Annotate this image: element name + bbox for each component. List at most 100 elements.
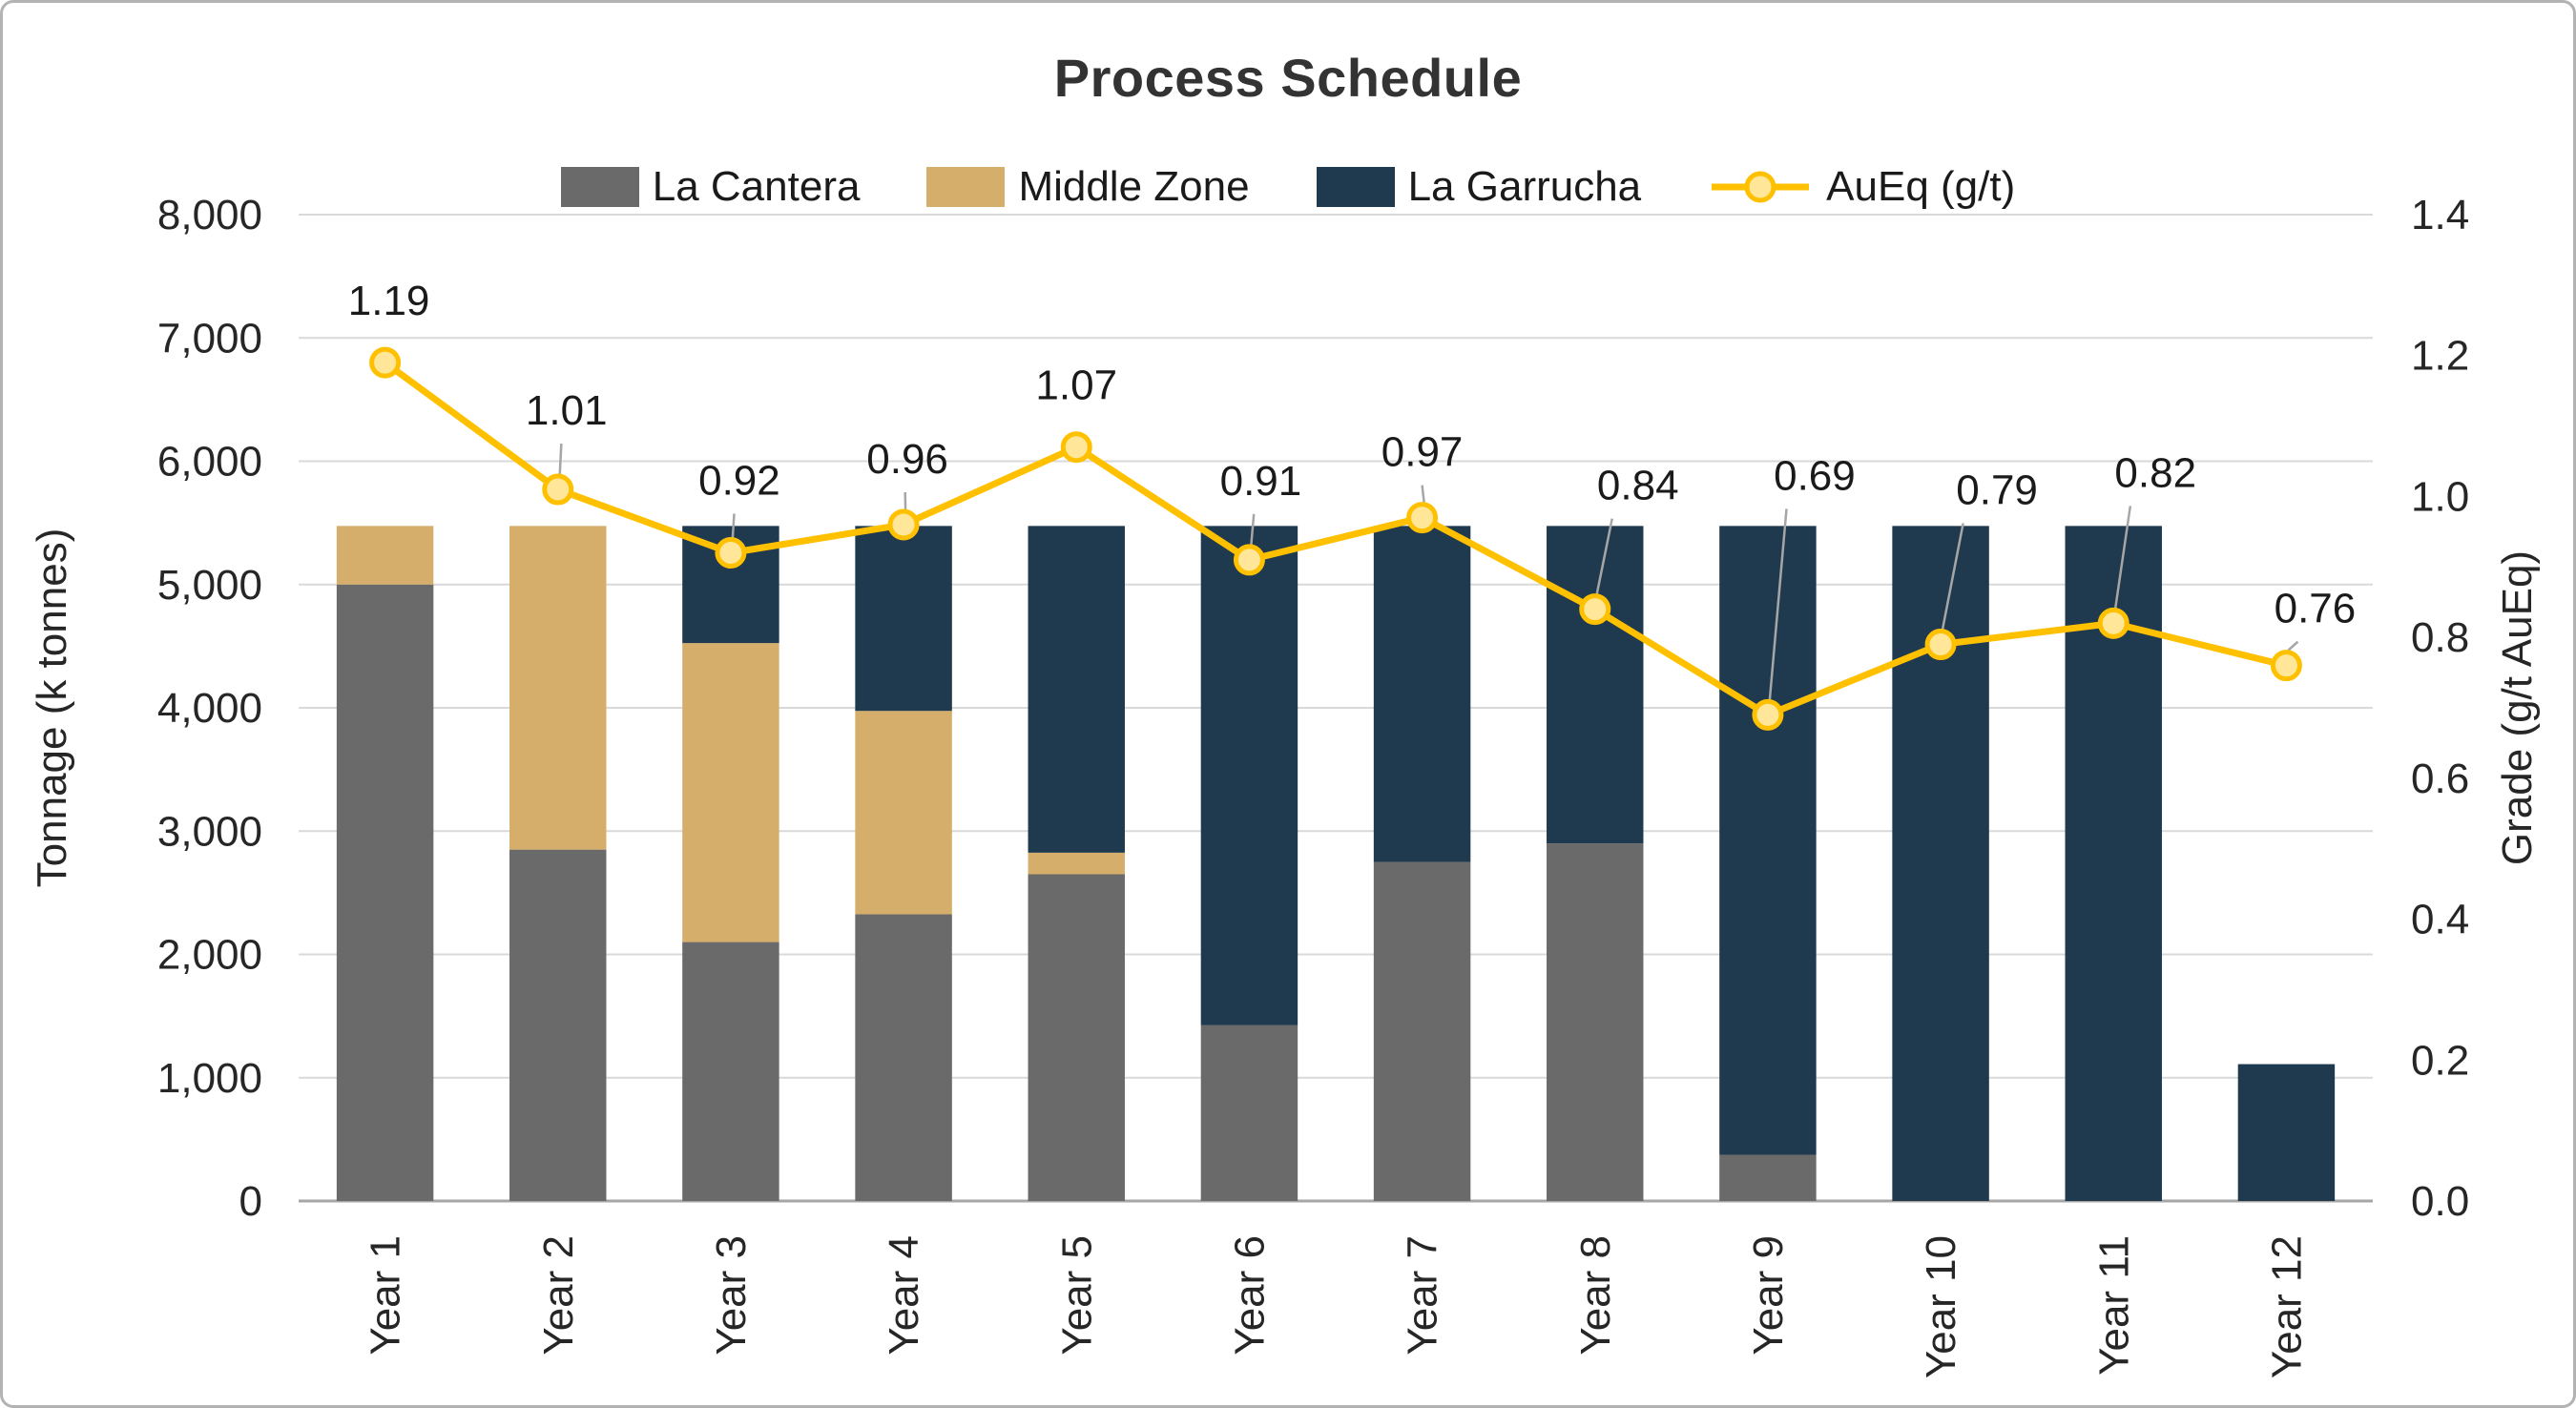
left-axis-tick-label: 7,000 — [157, 315, 262, 362]
bar-segment-la-cantera — [1373, 861, 1471, 1201]
bar-segment-middle-zone — [682, 643, 779, 942]
legend-swatch-middle-zone-icon — [926, 167, 1006, 207]
bar-segment-la-cantera — [336, 584, 434, 1201]
aueq-data-label: 0.92 — [698, 458, 780, 505]
aueq-marker — [542, 473, 574, 506]
bar-segment-middle-zone — [855, 711, 952, 915]
legend-swatch-la-cantera-icon — [560, 167, 639, 207]
aueq-marker — [2097, 607, 2129, 639]
x-axis-category-label: Year 6 — [1226, 1235, 1273, 1356]
aueq-marker — [1060, 431, 1092, 464]
bar-segment-la-cantera — [1719, 1154, 1817, 1201]
bar-segment-la-cantera — [509, 849, 607, 1201]
aueq-marker — [1752, 698, 1784, 731]
legend-item-la-cantera: La Cantera — [560, 163, 861, 211]
right-axis-tick-label: 0.0 — [2411, 1178, 2469, 1225]
left-axis-title: Tonnage (k tonnes) — [29, 528, 75, 888]
bar-segment-la-garrucha — [1892, 526, 1989, 1201]
aueq-line — [382, 359, 2290, 718]
x-axis-category-label: Year 3 — [708, 1235, 755, 1356]
right-axis-tick-label: 0.6 — [2411, 756, 2469, 802]
legend-item-la-garrucha: La Garrucha — [1316, 163, 1642, 211]
x-axis-category-label: Year 7 — [1400, 1235, 1446, 1356]
aueq-data-label: 1.01 — [526, 387, 608, 434]
aueq-data-label: 0.69 — [1774, 452, 1856, 499]
aueq-marker — [1406, 502, 1439, 534]
bar-segment-la-garrucha — [1547, 526, 1644, 844]
data-label-leader-line — [731, 513, 736, 538]
right-axis-tick-label: 0.2 — [2411, 1037, 2469, 1084]
bar-segment-la-garrucha — [2237, 1064, 2336, 1201]
legend-label-la-cantera: La Cantera — [652, 163, 861, 210]
aueq-data-label: 1.19 — [348, 278, 430, 324]
legend-label-aueq: AuEq (g/t) — [1826, 163, 2016, 210]
x-axis-category-label: Year 8 — [1572, 1235, 1619, 1356]
x-axis-category-label: Year 12 — [2263, 1235, 2310, 1378]
right-axis-tick-label: 1.4 — [2411, 192, 2469, 238]
aueq-data-label: 0.96 — [866, 436, 948, 483]
aueq-marker — [715, 537, 747, 569]
aueq-data-label: 0.97 — [1381, 429, 1464, 476]
aueq-data-label: 1.07 — [1035, 362, 1117, 409]
bar-segment-la-garrucha — [855, 526, 952, 712]
bar-segment-middle-zone — [509, 526, 607, 850]
bar-segment-la-garrucha — [1028, 526, 1125, 853]
left-axis-tick-label: 6,000 — [157, 439, 262, 486]
left-axis-tick-label: 1,000 — [157, 1055, 262, 1102]
data-label-leader-line — [2287, 640, 2299, 652]
aueq-line-marker-icon — [1712, 171, 1810, 203]
chart-title: Process Schedule — [1053, 48, 1523, 108]
left-axis-tick-label: 0 — [239, 1178, 262, 1225]
bar-segment-la-cantera — [855, 914, 952, 1201]
bar-segment-la-garrucha — [1200, 526, 1298, 1025]
left-axis-tick-label: 3,000 — [157, 808, 262, 855]
legend-label-middle-zone: Middle Zone — [1018, 163, 1250, 210]
x-axis-category-label: Year 5 — [1053, 1235, 1100, 1356]
legend-swatch-la-garrucha-icon — [1316, 167, 1395, 207]
aueq-marker — [369, 346, 402, 379]
left-axis-tick-label: 2,000 — [157, 932, 262, 979]
legend-label-la-garrucha: La Garrucha — [1407, 163, 1642, 210]
bar-segment-la-garrucha — [1719, 526, 1817, 1155]
x-axis-category-label: Year 11 — [2090, 1235, 2137, 1376]
data-label-leader-line — [1595, 518, 1613, 594]
bar-segment-la-cantera — [682, 942, 779, 1201]
x-axis-category-label: Year 4 — [881, 1235, 927, 1356]
aueq-data-label: 0.91 — [1220, 458, 1302, 505]
bar-segment-la-cantera — [1547, 843, 1644, 1201]
aueq-data-label: 0.84 — [1597, 463, 1679, 509]
aueq-marker — [2270, 650, 2302, 682]
bar-segment-la-garrucha — [1373, 526, 1471, 862]
data-label-leader-line — [1941, 523, 1964, 630]
data-label-leader-line — [1421, 485, 1425, 503]
x-axis-category-label: Year 1 — [363, 1235, 409, 1356]
right-axis-tick-label: 0.8 — [2411, 614, 2469, 661]
aueq-marker — [1924, 629, 1957, 661]
data-label-leader-line — [2114, 506, 2132, 609]
bar-segment-middle-zone — [1028, 852, 1125, 875]
right-axis-tick-label: 0.4 — [2411, 897, 2469, 943]
aueq-marker — [1579, 593, 1611, 626]
x-axis-category-label: Year 10 — [1918, 1235, 1964, 1378]
aueq-data-label: 0.79 — [1956, 467, 2038, 514]
left-axis-tick-label: 5,000 — [157, 562, 262, 609]
x-axis-category-label: Year 2 — [535, 1235, 582, 1356]
right-axis-title: Grade (g/t AuEq) — [2494, 550, 2541, 865]
right-axis-tick-label: 1.0 — [2411, 473, 2469, 520]
x-axis-category-label: Year 9 — [1745, 1235, 1792, 1356]
bar-segment-middle-zone — [336, 526, 434, 585]
bar-segment-la-cantera — [1028, 874, 1125, 1201]
aueq-marker — [887, 508, 920, 541]
left-axis-tick-label: 8,000 — [157, 192, 262, 238]
aueq-data-label: 0.76 — [2275, 586, 2357, 632]
data-label-leader-line — [558, 443, 563, 475]
data-label-leader-line — [1250, 513, 1256, 546]
legend-item-middle-zone: Middle Zone — [926, 163, 1250, 211]
chart-legend: La Cantera Middle Zone La Garrucha AuEq … — [3, 163, 2573, 211]
right-axis-tick-label: 1.2 — [2411, 333, 2469, 380]
process-schedule-chart: 0 1,000 2,000 3,000 4,000 5,000 6,000 7,000 8,00… — [29, 192, 2541, 1378]
left-axis-tick-label: 4,000 — [157, 685, 262, 732]
bar-segment-la-cantera — [1200, 1025, 1298, 1201]
aueq-marker — [1233, 544, 1265, 576]
aueq-data-label: 0.82 — [2114, 449, 2196, 496]
